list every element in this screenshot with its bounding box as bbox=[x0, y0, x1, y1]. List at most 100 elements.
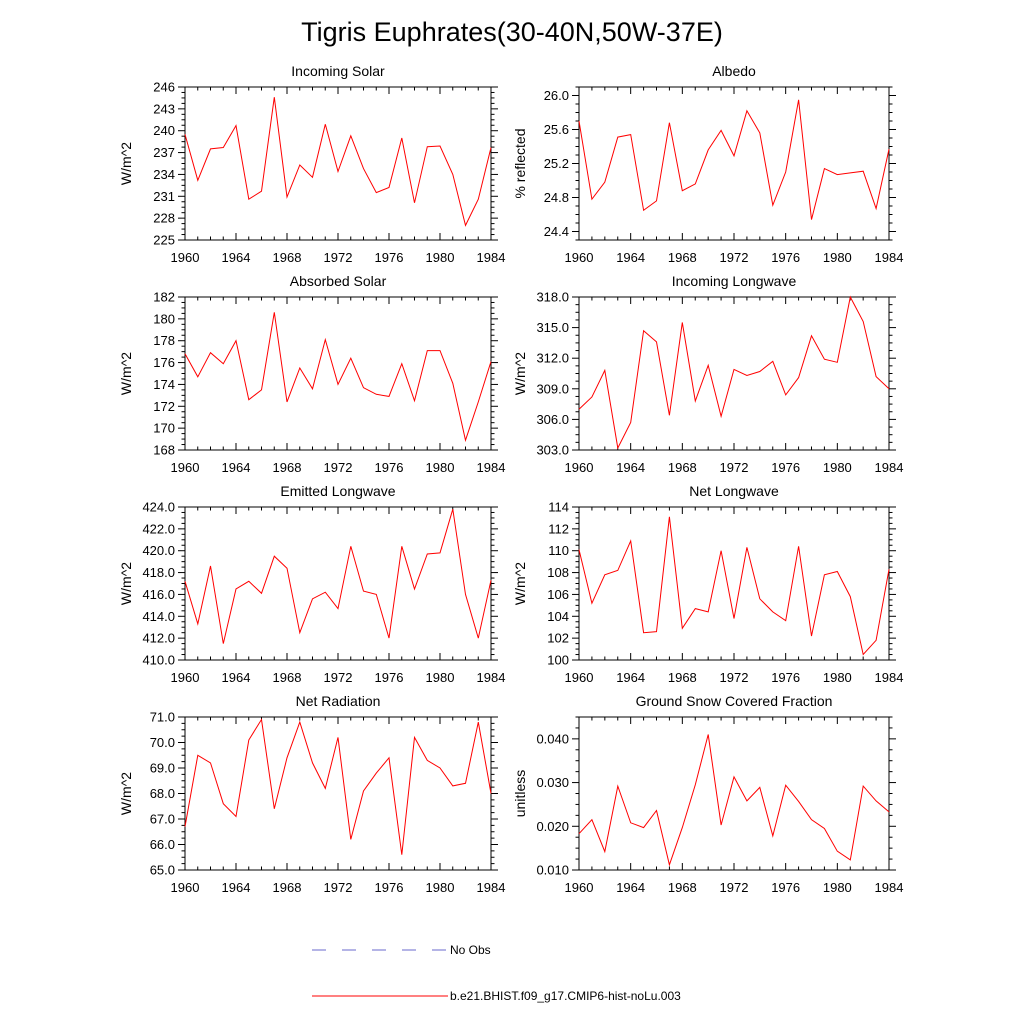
series-line bbox=[184, 312, 492, 443]
x-tick-label: 1976 bbox=[771, 670, 800, 685]
chart-panel-0: Incoming Solar W/m^2 1960 1964 1968 1972 1976 1… bbox=[118, 63, 505, 265]
x-tick-label: 1972 bbox=[720, 250, 749, 265]
x-tick-label: 1960 bbox=[171, 250, 200, 265]
x-tick-label: 1980 bbox=[426, 250, 455, 265]
x-tick-label: 1960 bbox=[565, 460, 594, 475]
y-tick-label: 112 bbox=[548, 521, 569, 536]
x-tick-label: 1976 bbox=[771, 460, 800, 475]
y-tick-label: 25.6 bbox=[544, 122, 569, 137]
y-tick-label: 0.040 bbox=[536, 731, 569, 746]
y-tick-label: 104 bbox=[547, 609, 569, 624]
panel-title: Incoming Longwave bbox=[672, 273, 797, 289]
panel-title: Absorbed Solar bbox=[290, 273, 387, 289]
y-tick-label: 69.0 bbox=[150, 761, 175, 776]
plot-frame bbox=[184, 506, 492, 661]
y-tick-label: 318.0 bbox=[536, 290, 569, 305]
x-tick-label: 1976 bbox=[375, 880, 404, 895]
series-line bbox=[578, 99, 890, 220]
y-tick-label: 418.0 bbox=[142, 565, 175, 580]
y-axis-label: W/m^2 bbox=[512, 352, 528, 395]
x-tick-label: 1968 bbox=[273, 250, 302, 265]
chart-panel-1: Albedo % reflected 1960 1964 1968 1972 1976 198… bbox=[512, 63, 903, 265]
y-tick-label: 66.0 bbox=[150, 837, 175, 852]
x-tick-label: 1984 bbox=[477, 880, 506, 895]
x-tick-label: 1964 bbox=[616, 460, 645, 475]
x-tick-label: 1976 bbox=[375, 460, 404, 475]
x-tick-label: 1968 bbox=[668, 250, 697, 265]
y-axis-label: W/m^2 bbox=[118, 562, 134, 605]
x-tick-label: 1960 bbox=[565, 880, 594, 895]
y-axis-label: W/m^2 bbox=[118, 352, 134, 395]
panel-title: Ground Snow Covered Fraction bbox=[636, 693, 833, 709]
y-tick-label: 25.2 bbox=[544, 156, 569, 171]
y-axis-label: W/m^2 bbox=[118, 772, 134, 815]
y-tick-label: 416.0 bbox=[142, 587, 175, 602]
y-tick-label: 410.0 bbox=[142, 653, 175, 668]
x-tick-label: 1964 bbox=[222, 880, 251, 895]
x-tick-label: 1964 bbox=[616, 880, 645, 895]
y-tick-label: 228 bbox=[153, 211, 175, 226]
x-tick-label: 1984 bbox=[875, 460, 904, 475]
x-tick-label: 1972 bbox=[720, 460, 749, 475]
x-tick-label: 1980 bbox=[823, 880, 852, 895]
y-tick-label: 102 bbox=[547, 631, 569, 646]
x-tick-label: 1972 bbox=[720, 670, 749, 685]
panel-title: Emitted Longwave bbox=[280, 483, 395, 499]
series-line bbox=[184, 97, 492, 227]
plot-frame bbox=[578, 296, 890, 451]
y-tick-label: 315.0 bbox=[536, 320, 569, 335]
y-tick-label: 24.4 bbox=[544, 224, 569, 239]
y-tick-label: 240 bbox=[153, 123, 175, 138]
x-tick-label: 1984 bbox=[477, 250, 506, 265]
y-tick-label: 70.0 bbox=[150, 735, 175, 750]
x-tick-label: 1972 bbox=[324, 460, 353, 475]
plot-frame bbox=[184, 86, 492, 241]
y-tick-label: 114 bbox=[548, 500, 569, 515]
x-tick-label: 1972 bbox=[324, 880, 353, 895]
y-tick-label: 180 bbox=[153, 311, 175, 326]
legend: No Obs b.e21.BHIST.f09_g17.CMIP6-hist-no… bbox=[312, 943, 681, 1003]
x-tick-label: 1972 bbox=[720, 880, 749, 895]
y-tick-label: 412.0 bbox=[142, 631, 175, 646]
y-tick-label: 225 bbox=[153, 233, 175, 248]
x-tick-label: 1960 bbox=[171, 460, 200, 475]
x-tick-label: 1980 bbox=[823, 250, 852, 265]
panel-title: Net Radiation bbox=[296, 693, 381, 709]
chart-panel-7: Ground Snow Covered Fraction unitless 1960… bbox=[512, 693, 903, 895]
x-tick-label: 1980 bbox=[823, 670, 852, 685]
chart-panel-4: Emitted Longwave W/m^2 1960 1964 1968 1972 197… bbox=[118, 483, 505, 685]
x-tick-label: 1984 bbox=[477, 670, 506, 685]
x-tick-label: 1964 bbox=[222, 250, 251, 265]
y-tick-label: 68.0 bbox=[150, 786, 175, 801]
x-tick-label: 1984 bbox=[875, 670, 904, 685]
x-tick-label: 1968 bbox=[668, 670, 697, 685]
series-line bbox=[184, 718, 492, 855]
x-tick-label: 1964 bbox=[222, 460, 251, 475]
x-tick-label: 1976 bbox=[771, 250, 800, 265]
x-tick-label: 1964 bbox=[616, 250, 645, 265]
y-axis-label: W/m^2 bbox=[512, 562, 528, 605]
x-tick-label: 1964 bbox=[616, 670, 645, 685]
x-tick-label: 1968 bbox=[273, 670, 302, 685]
main-title: Tigris Euphrates(30-40N,50W-37E) bbox=[301, 17, 723, 47]
y-tick-label: 170 bbox=[153, 421, 175, 436]
y-tick-label: 312.0 bbox=[536, 351, 569, 366]
y-axis-label: W/m^2 bbox=[118, 142, 134, 185]
chart-panel-2: Absorbed Solar W/m^2 1960 1964 1968 1972 1976 1… bbox=[118, 273, 505, 475]
x-tick-label: 1968 bbox=[273, 460, 302, 475]
x-tick-label: 1980 bbox=[426, 880, 455, 895]
y-axis-label: % reflected bbox=[512, 128, 528, 198]
y-tick-label: 306.0 bbox=[536, 412, 569, 427]
y-tick-label: 234 bbox=[153, 167, 175, 182]
y-tick-label: 414.0 bbox=[142, 609, 175, 624]
y-tick-label: 424.0 bbox=[142, 500, 175, 515]
y-tick-label: 0.030 bbox=[536, 775, 569, 790]
y-tick-label: 26.0 bbox=[544, 88, 569, 103]
x-tick-label: 1960 bbox=[171, 670, 200, 685]
y-tick-label: 246 bbox=[153, 80, 175, 95]
y-tick-label: 231 bbox=[153, 189, 175, 204]
series-line bbox=[578, 734, 890, 867]
x-tick-label: 1960 bbox=[565, 670, 594, 685]
y-tick-label: 0.010 bbox=[536, 863, 569, 878]
